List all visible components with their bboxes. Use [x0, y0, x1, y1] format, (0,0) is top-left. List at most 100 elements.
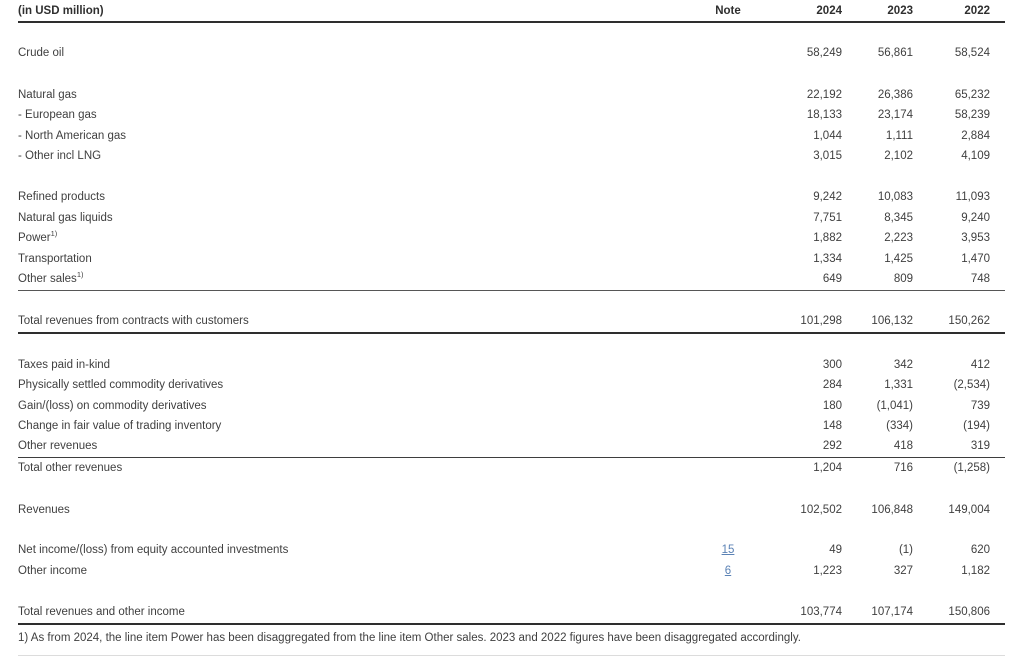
footnote-text: 1) As from 2024, the line item Power has…	[18, 632, 1005, 656]
value-2024: 7,751	[813, 211, 842, 224]
table-row: - North American gas 1,044 1,111 2,884	[18, 126, 1005, 146]
value-2022: 9,240	[961, 211, 990, 224]
value-2023: 8,345	[884, 211, 913, 224]
spacer-row	[18, 22, 1005, 44]
table-row: Refined products 9,242 10,083 11,093	[18, 188, 1005, 208]
value-2023: (334)	[886, 419, 913, 432]
row-label: - North American gas	[18, 126, 698, 146]
row-label: Other sales1)	[18, 270, 698, 291]
table-row: Change in fair value of trading inventor…	[18, 416, 1005, 436]
value-2024: 3,015	[813, 150, 842, 162]
note-cell: 15	[698, 541, 758, 561]
value-2022: 58,524	[954, 47, 990, 60]
value-2022: 58,239	[954, 109, 990, 122]
spacer-cell	[18, 479, 1005, 501]
row-label: Physically settled commodity derivatives	[18, 376, 698, 396]
row-label-text: Change in fair value of trading inventor…	[18, 419, 222, 432]
row-label-text: Revenues	[18, 504, 70, 517]
spacer-cell	[18, 582, 1005, 603]
year-header-2023: 2023	[887, 4, 913, 17]
value-2023: 2,223	[884, 232, 913, 245]
note-cell	[698, 126, 758, 146]
value-2024: 101,298	[800, 315, 842, 328]
value-2024: 102,502	[800, 504, 842, 517]
note-cell	[698, 355, 758, 375]
value-2022: 620	[970, 544, 990, 557]
value-2023: 106,132	[871, 315, 913, 328]
note-cell	[698, 458, 758, 479]
value-2023: 1,331	[884, 379, 913, 392]
value-2022: 150,806	[948, 606, 990, 619]
value-2022: (194)	[963, 419, 990, 432]
value-2023: (1,041)	[876, 399, 913, 412]
row-label-text: Taxes paid in-kind	[18, 358, 111, 371]
row-label: Gain/(loss) on commodity derivatives	[18, 396, 698, 416]
table-row: Physically settled commodity derivatives…	[18, 376, 1005, 396]
row-label-text: Natural gas	[18, 88, 77, 101]
row-label: Total other revenues	[18, 458, 698, 479]
note-cell	[698, 416, 758, 436]
value-2022: 319	[970, 440, 990, 453]
footnote-marker: 1)	[50, 229, 58, 239]
row-label: Total revenues from contracts with custo…	[18, 312, 698, 333]
value-2022: 748	[970, 272, 990, 285]
spacer-cell	[18, 290, 1005, 312]
row-label: Crude oil	[18, 44, 698, 64]
value-2023: 418	[893, 440, 913, 453]
value-2023: 26,386	[877, 88, 913, 101]
table-row: Gain/(loss) on commodity derivatives 180 (…	[18, 396, 1005, 416]
value-2023: 10,083	[877, 191, 913, 204]
note-cell	[698, 229, 758, 249]
spacer-row	[18, 582, 1005, 603]
row-label: - European gas	[18, 106, 698, 126]
spacer-row	[18, 479, 1005, 501]
value-2024: 18,133	[806, 109, 842, 122]
note-column-header: Note	[715, 4, 741, 17]
row-label: Other income	[18, 561, 698, 581]
total-row: Revenues 102,502 106,848 149,004	[18, 501, 1005, 521]
table-row: - Other incl LNG 3,015 2,102 4,109	[18, 147, 1005, 167]
note-cell	[698, 249, 758, 269]
row-label: Other revenues	[18, 437, 698, 458]
spacer-row	[18, 64, 1005, 85]
revenue-table-container: (in USD million) Note 2024 2023 2022 Cru…	[18, 0, 1005, 656]
value-2024: 22,192	[806, 88, 842, 101]
value-2024: 9,242	[813, 191, 842, 204]
row-label: Power1)	[18, 229, 698, 249]
note-cell	[698, 603, 758, 624]
value-2023: 107,174	[871, 606, 913, 619]
value-2022: 4,109	[961, 150, 990, 162]
note-cell	[698, 188, 758, 208]
row-label-text: Total revenues and other income	[18, 606, 185, 619]
row-label-text: Other income	[18, 564, 88, 577]
table-row: Power1) 1,882 2,223 3,953	[18, 229, 1005, 249]
value-2024: 1,334	[813, 252, 842, 265]
value-2022: (2,534)	[953, 379, 990, 392]
row-label: - Other incl LNG	[18, 147, 698, 167]
value-2022: 412	[970, 358, 990, 371]
value-2022: (1,258)	[953, 461, 990, 474]
table-row: Natural gas liquids 7,751 8,345 9,240	[18, 208, 1005, 228]
value-2024: 180	[822, 399, 842, 412]
value-2023: 106,848	[871, 504, 913, 517]
table-row: Transportation 1,334 1,425 1,470	[18, 249, 1005, 269]
row-label: Taxes paid in-kind	[18, 355, 698, 375]
row-label-text: Net income/(loss) from equity accounted …	[18, 544, 289, 557]
note-cell	[698, 208, 758, 228]
row-label: Refined products	[18, 188, 698, 208]
value-2024: 284	[822, 379, 842, 392]
value-2022: 3,953	[961, 232, 990, 245]
value-2024: 1,044	[813, 129, 842, 142]
note-cell	[698, 106, 758, 126]
note-link-15[interactable]: 15	[721, 544, 735, 557]
note-link-6[interactable]: 6	[724, 564, 732, 577]
value-2024: 649	[822, 272, 842, 285]
spacer-cell	[18, 333, 1005, 355]
table-row: Crude oil 58,249 56,861 58,524	[18, 44, 1005, 64]
row-label: Revenues	[18, 501, 698, 521]
value-2022: 65,232	[954, 88, 990, 101]
value-2022: 2,884	[961, 129, 990, 142]
spacer-row	[18, 333, 1005, 355]
spacer-cell	[18, 22, 1005, 44]
